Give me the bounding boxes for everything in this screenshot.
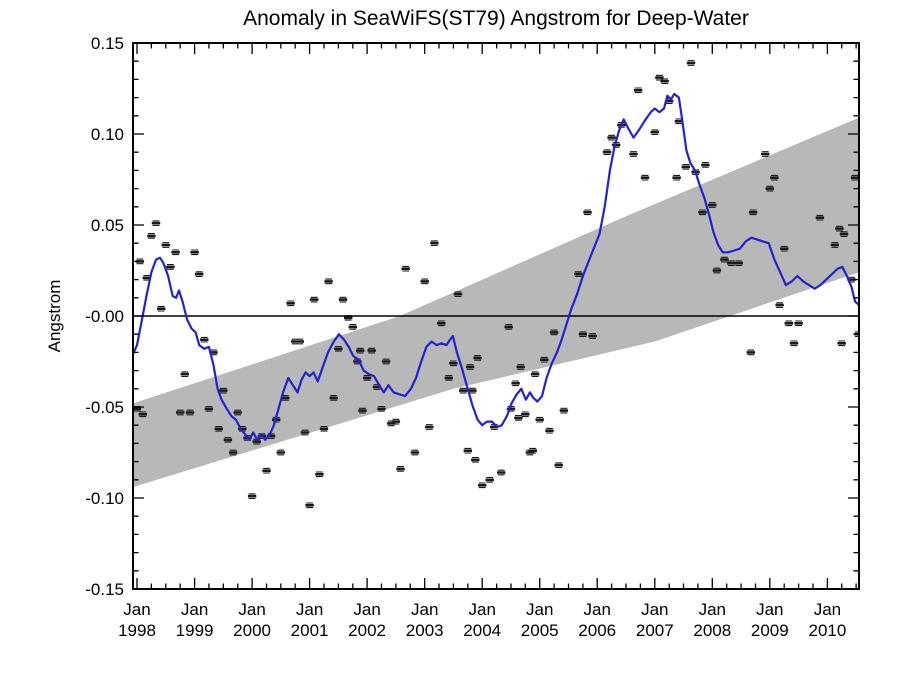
- x-tick-year-label: 1999: [176, 621, 214, 640]
- x-tick-month-label: Jan: [756, 600, 783, 619]
- x-tick-month-label: Jan: [353, 600, 380, 619]
- y-tick-label: 0.05: [91, 216, 124, 235]
- y-tick-label: -0.00: [85, 307, 124, 326]
- x-tick-year-label: 2005: [521, 621, 559, 640]
- x-tick-month-label: Jan: [296, 600, 323, 619]
- x-tick-year-label: 2003: [406, 621, 444, 640]
- y-axis-title: Angstrom: [45, 279, 64, 353]
- x-tick-year-label: 2002: [348, 621, 386, 640]
- x-tick-month-label: Jan: [238, 600, 265, 619]
- x-tick-year-label: 2008: [693, 621, 731, 640]
- x-tick-year-label: 2009: [751, 621, 789, 640]
- x-tick-month-label: Jan: [526, 600, 553, 619]
- x-tick-year-label: 2010: [808, 621, 846, 640]
- y-tick-label: 0.15: [91, 34, 124, 53]
- smoothed-anomaly-line: [133, 92, 859, 441]
- x-tick-month-label: Jan: [699, 600, 726, 619]
- x-tick-month-label: Jan: [411, 600, 438, 619]
- y-tick-label: -0.15: [85, 580, 124, 599]
- axis-ticks: [133, 42, 859, 590]
- x-tick-year-label: 2001: [291, 621, 329, 640]
- x-tick-month-label: Jan: [123, 600, 150, 619]
- x-tick-year-label: 2007: [636, 621, 674, 640]
- x-tick-year-label: 2000: [233, 621, 271, 640]
- x-tick-year-label: 2006: [578, 621, 616, 640]
- x-tick-month-label: Jan: [641, 600, 668, 619]
- x-tick-month-label: Jan: [468, 600, 495, 619]
- trend-band: [133, 117, 859, 488]
- y-tick-label: 0.10: [91, 125, 124, 144]
- x-tick-month-label: Jan: [181, 600, 208, 619]
- y-tick-label: -0.10: [85, 489, 124, 508]
- x-tick-month-label: Jan: [583, 600, 610, 619]
- x-tick-year-label: 2004: [463, 621, 501, 640]
- x-tick-month-label: Jan: [814, 600, 841, 619]
- chart-title: Anomaly in SeaWiFS(ST79) Angstrom for De…: [243, 7, 749, 30]
- y-tick-label: -0.05: [85, 398, 124, 417]
- x-tick-year-label: 1998: [118, 621, 156, 640]
